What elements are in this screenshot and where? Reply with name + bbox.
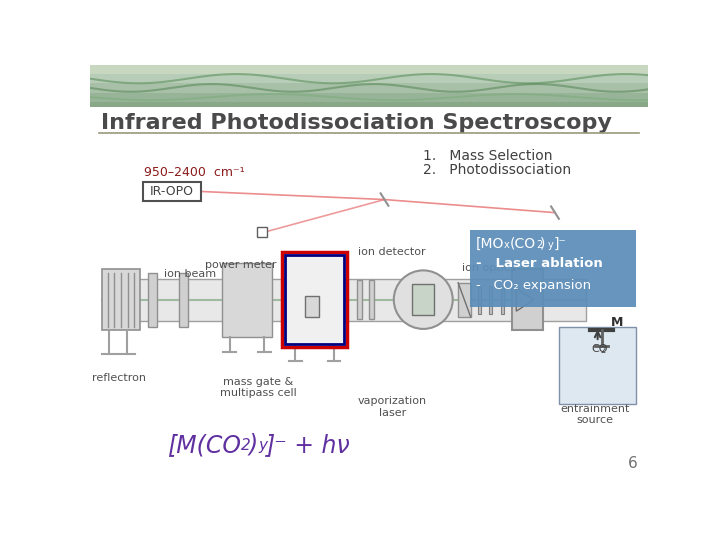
Text: IR-OPO: IR-OPO	[150, 185, 194, 198]
Bar	[90, 65, 648, 74]
Text: mass gate &
multipass cell: mass gate & multipass cell	[220, 377, 297, 399]
Bar	[559, 327, 636, 403]
Bar	[222, 262, 272, 336]
Text: (CO: (CO	[510, 237, 536, 251]
Bar	[256, 226, 266, 237]
Text: x: x	[504, 240, 510, 251]
Text: ): )	[248, 433, 257, 457]
Text: ): )	[540, 237, 546, 251]
Polygon shape	[516, 288, 534, 311]
Bar	[413, 284, 434, 315]
Bar	[90, 83, 648, 92]
Text: -   Laser ablation: - Laser ablation	[476, 257, 603, 271]
Bar	[90, 92, 648, 102]
Bar	[90, 102, 648, 111]
Bar	[90, 74, 648, 83]
Bar	[489, 286, 492, 314]
Text: reflectron: reflectron	[92, 373, 146, 383]
Bar	[513, 269, 544, 330]
Bar	[90, 107, 648, 481]
Bar	[285, 255, 344, 345]
Text: ion detector: ion detector	[359, 247, 426, 257]
Bar	[148, 273, 158, 327]
Text: 950–2400  cm⁻¹: 950–2400 cm⁻¹	[144, 166, 245, 179]
Bar	[143, 182, 201, 201]
Text: 2: 2	[600, 346, 606, 355]
Text: 2: 2	[536, 240, 543, 251]
Bar	[469, 231, 636, 307]
Bar	[458, 283, 471, 316]
Text: entrainment
source: entrainment source	[561, 403, 630, 425]
Bar	[500, 286, 504, 314]
Text: M: M	[611, 316, 624, 329]
Text: 1.   Mass Selection: 1. Mass Selection	[423, 150, 553, 164]
Bar	[477, 286, 481, 314]
Text: Infrared Photodissociation Spectroscopy: Infrared Photodissociation Spectroscopy	[101, 113, 612, 133]
Text: y: y	[258, 438, 267, 453]
Bar	[305, 296, 320, 318]
Bar	[102, 269, 140, 330]
Text: ion optics: ion optics	[462, 264, 516, 273]
Bar	[369, 280, 374, 319]
Text: ]⁻ + hν: ]⁻ + hν	[266, 433, 351, 457]
Text: CO: CO	[591, 345, 608, 354]
Bar	[282, 252, 347, 347]
Text: vaporization
laser: vaporization laser	[358, 396, 427, 417]
Text: y: y	[547, 240, 553, 251]
Bar	[357, 280, 362, 319]
Bar	[102, 279, 586, 321]
Text: 6: 6	[627, 456, 637, 471]
Text: [M(CO: [M(CO	[168, 433, 241, 457]
Text: power meter: power meter	[205, 260, 277, 269]
Text: -   CO₂ expansion: - CO₂ expansion	[476, 279, 591, 292]
Text: [MO: [MO	[476, 237, 504, 251]
Circle shape	[394, 271, 453, 329]
Text: 2: 2	[241, 438, 251, 453]
Text: ion beam: ion beam	[163, 269, 216, 279]
Text: ]⁻: ]⁻	[554, 237, 567, 251]
Bar	[179, 273, 189, 327]
Text: 2.   Photodissociation: 2. Photodissociation	[423, 164, 572, 177]
